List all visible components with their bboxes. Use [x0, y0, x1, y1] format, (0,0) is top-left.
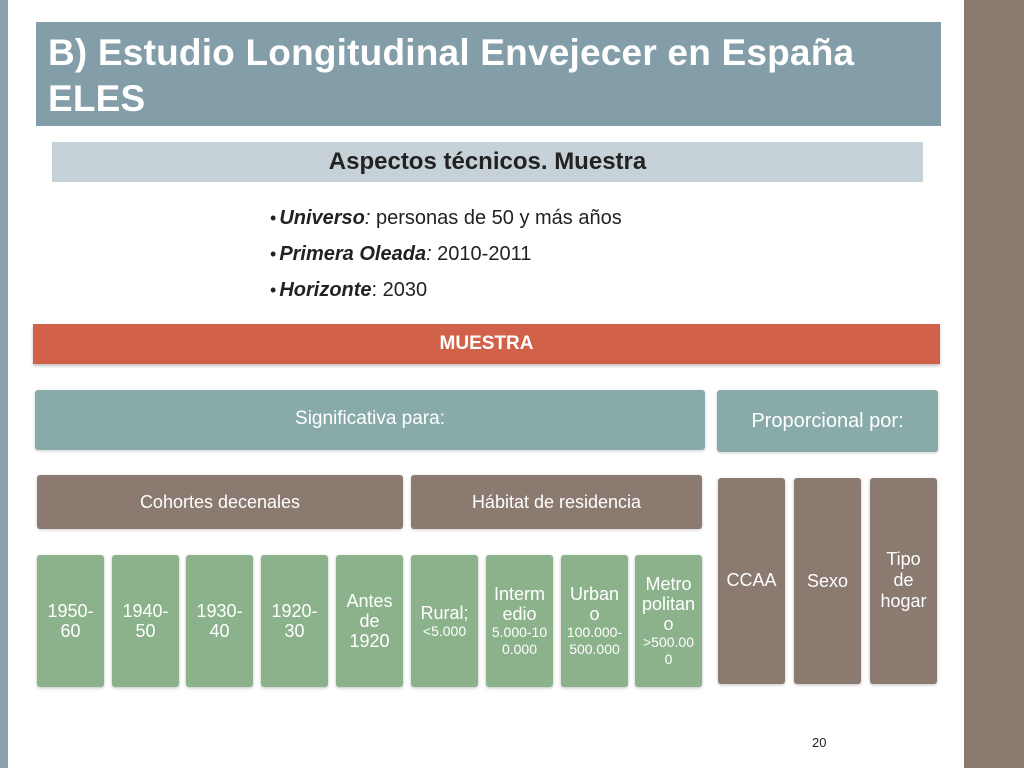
- bullet-item: • Primera Oleada: 2010-2011: [270, 240, 770, 276]
- habitat-metropolitano-node: Metropolitano >500.000: [635, 555, 702, 687]
- habitat-range: >500.000: [643, 634, 694, 667]
- bullet-separator: :: [426, 243, 432, 265]
- bullet-item: • Universo: personas de 50 y más años: [270, 204, 770, 240]
- sexo-node: Sexo: [794, 478, 861, 684]
- bullet-key: Horizonte: [279, 279, 372, 301]
- cohort-label: Antes de 1920: [346, 591, 393, 651]
- sexo-label: Sexo: [806, 571, 849, 591]
- cohort-node: Antes de 1920: [336, 555, 403, 687]
- habitat-range: 5.000-100.000: [491, 624, 548, 657]
- bullet-separator: :: [364, 207, 371, 229]
- habitat-range: 100.000-500.000: [566, 624, 623, 657]
- cohort-label: 1940-50: [122, 601, 169, 641]
- proporcional-node: Proporcional por:: [717, 390, 938, 452]
- habitat-name: Intermedio: [493, 584, 545, 624]
- bullet-item: • Horizonte: 2030: [270, 276, 770, 312]
- muestra-node: MUESTRA: [33, 324, 940, 364]
- habitat-name: Urbano: [569, 584, 620, 624]
- page-number: 20: [812, 735, 827, 750]
- habitat-rural-node: Rural; <5.000: [411, 555, 478, 687]
- cohort-label: 1920-30: [271, 601, 318, 641]
- ccaa-label: CCAA: [726, 570, 777, 590]
- bullet-key: Primera Oleada: [279, 243, 427, 265]
- subtitle-bar: Aspectos técnicos. Muestra: [52, 142, 923, 182]
- bullet-separator: :: [371, 279, 378, 301]
- bullet-value: personas de 50 y más años: [370, 207, 622, 229]
- cohort-node: 1950-60: [37, 555, 104, 687]
- bullet-dot-icon: •: [270, 280, 277, 300]
- habitat-urbano-node: Urbano 100.000-500.000: [561, 555, 628, 687]
- cohort-node: 1940-50: [112, 555, 179, 687]
- cohort-node: 1930-40: [186, 555, 253, 687]
- bullet-value: 2030: [377, 279, 428, 301]
- tipo-hogar-label: Tipo de hogar: [880, 549, 927, 611]
- right-decor-band: [964, 0, 1024, 768]
- bullet-list: • Universo: personas de 50 y más años • Pr…: [270, 204, 770, 312]
- habitat-name: Metropolitano: [641, 574, 696, 634]
- cohortes-node: Cohortes decenales: [37, 475, 403, 529]
- bullet-dot-icon: •: [270, 208, 277, 228]
- ccaa-node: CCAA: [718, 478, 785, 684]
- habitat-node: Hábitat de residencia: [411, 475, 702, 529]
- habitat-range: <5.000: [422, 622, 467, 639]
- tipo-hogar-node: Tipo de hogar: [870, 478, 937, 684]
- bullet-key: Universo: [279, 207, 365, 229]
- bullet-dot-icon: •: [270, 244, 277, 264]
- left-decor-band: [0, 0, 8, 768]
- cohort-node: 1920-30: [261, 555, 328, 687]
- cohort-label: 1930-40: [196, 601, 243, 641]
- title-bar: B) Estudio Longitudinal Envejecer en Esp…: [36, 22, 941, 126]
- habitat-name: Rural;: [420, 602, 469, 623]
- significativa-node: Significativa para:: [35, 390, 705, 450]
- slide-title: B) Estudio Longitudinal Envejecer en Esp…: [48, 32, 855, 119]
- bullet-value: 2010-2011: [431, 243, 532, 265]
- slide-subtitle: Aspectos técnicos. Muestra: [328, 148, 647, 175]
- cohort-label: 1950-60: [47, 601, 94, 641]
- habitat-intermedio-node: Intermedio 5.000-100.000: [486, 555, 553, 687]
